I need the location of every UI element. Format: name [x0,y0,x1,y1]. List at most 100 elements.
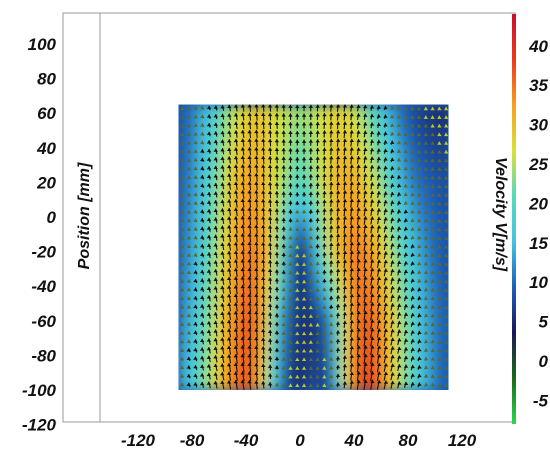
velocity-arrow [383,242,389,251]
velocity-arrow [179,270,185,275]
velocity-arrow [301,122,307,129]
velocity-arrow [390,217,395,224]
velocity-arrow [281,305,286,309]
velocity-arrow [308,340,314,344]
velocity-arrow [363,250,368,260]
velocity-arrow [342,285,348,294]
velocity-arrow [390,277,395,285]
velocity-arrow [342,121,348,130]
velocity-arrow [315,130,320,138]
velocity-arrow [254,259,259,269]
velocity-arrow [206,191,212,198]
velocity-arrow [301,192,307,197]
velocity-arrow [288,323,293,327]
velocity-arrow [423,115,429,119]
velocity-arrow [295,254,300,258]
velocity-arrow [403,192,408,197]
velocity-arrow [226,182,232,190]
velocity-arrow [444,322,449,327]
velocity-arrow [410,261,415,267]
colorbar-tick-label: 25 [528,155,548,174]
velocity-arrow [274,191,280,198]
velocity-arrow [247,362,252,373]
velocity-arrow [315,340,320,344]
velocity-arrow [423,193,429,197]
velocity-arrow [213,105,218,111]
velocity-arrow [179,348,185,353]
velocity-arrow [444,374,449,379]
velocity-arrow [308,148,314,155]
velocity-arrow [437,210,442,214]
velocity-arrow [180,115,185,119]
velocity-arrow [233,130,239,138]
velocity-arrow [349,319,355,329]
velocity-arrow [200,209,205,215]
velocity-arrow [397,346,402,354]
velocity-arrow [254,380,259,390]
velocity-arrow [193,149,198,154]
velocity-arrow [254,302,259,312]
velocity-arrow [335,207,341,216]
velocity-arrow [444,331,449,335]
velocity-arrow [443,106,449,111]
velocity-arrow [315,226,320,232]
velocity-arrow [376,379,382,390]
velocity-arrow [390,131,395,136]
velocity-arrow [267,112,273,121]
velocity-arrow [308,209,314,215]
y-tick-label: 100 [28,35,57,54]
velocity-arrow [329,147,334,156]
velocity-arrow [383,259,389,268]
velocity-arrow [342,104,348,112]
velocity-arrow [410,235,415,240]
velocity-arrow [417,347,422,353]
velocity-arrow [193,235,198,240]
field-cell [192,251,200,262]
velocity-arrow [247,104,252,112]
velocity-arrow [410,304,415,310]
velocity-arrow [233,121,239,129]
velocity-arrow [261,121,266,130]
velocity-arrow [390,268,395,276]
velocity-arrow [179,305,185,309]
velocity-arrow [335,147,341,156]
velocity-arrow [199,355,205,362]
velocity-arrow [288,165,293,172]
velocity-arrow [410,209,415,214]
velocity-arrow [247,293,252,304]
velocity-arrow [322,314,327,318]
velocity-arrow [260,294,266,303]
velocity-arrow [301,201,307,206]
velocity-arrow [342,130,348,138]
velocity-arrow [179,184,185,188]
velocity-arrow [389,114,395,119]
velocity-arrow [342,311,348,320]
velocity-arrow [186,141,192,145]
velocity-arrow [363,241,368,251]
velocity-arrow [376,285,382,295]
velocity-arrow [308,297,314,301]
velocity-arrow [220,268,225,277]
velocity-arrow [423,305,429,309]
velocity-arrow [403,252,409,258]
velocity-arrow [423,339,429,344]
velocity-arrow [301,174,307,180]
velocity-arrow [206,381,212,389]
velocity-arrow [308,262,314,266]
velocity-arrow [288,209,293,215]
velocity-arrow [376,354,382,364]
velocity-arrow [329,181,334,190]
velocity-arrow [356,224,361,234]
velocity-arrow [417,278,422,284]
velocity-arrow [233,310,239,321]
velocity-arrow [254,138,259,147]
velocity-arrow [376,345,382,355]
velocity-arrow [301,236,307,240]
velocity-arrow [267,173,273,181]
velocity-arrow [186,287,192,292]
velocity-arrow [220,139,225,146]
velocity-arrow [254,121,259,130]
velocity-arrow [213,139,218,146]
field-cell [192,329,200,339]
velocity-arrow [281,173,286,181]
